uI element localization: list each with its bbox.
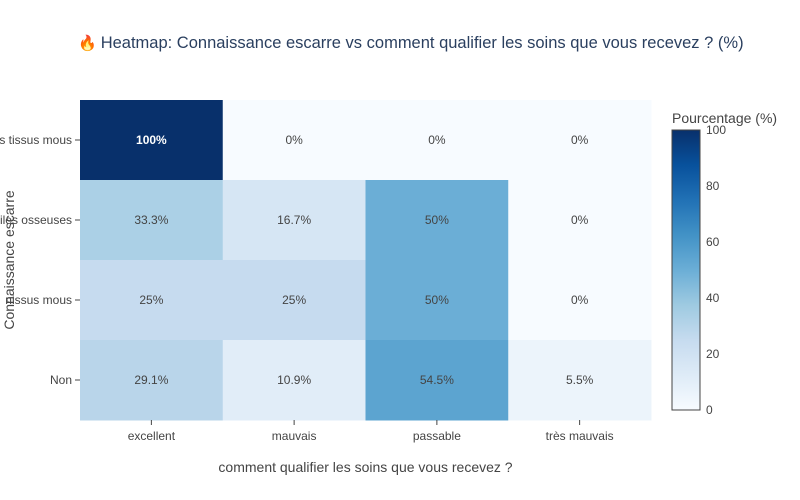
heatmap-cell — [365, 260, 509, 341]
cell-value-label: 0% — [428, 133, 446, 147]
cell-value-label: 50% — [425, 293, 449, 307]
colorbar-title: Pourcentage (%) — [672, 110, 777, 126]
cell-value-label: 16.7% — [277, 213, 311, 227]
chart-title-text: Heatmap: Connaissance escarre vs comment… — [100, 34, 744, 52]
colorbar — [671, 129, 701, 411]
heatmap-cell — [222, 260, 366, 341]
colorbar-tick-label: 40 — [706, 291, 720, 305]
colorbar-tick-label: 80 — [706, 179, 720, 193]
heatmap-cell — [80, 180, 224, 261]
y-axis-title: Connaissance escarre — [1, 190, 17, 330]
y-tick-label: s tissus mous — [0, 133, 72, 147]
cell-value-label: 0% — [571, 213, 589, 227]
x-tick-label: mauvais — [272, 429, 317, 443]
heatmap-cell — [80, 260, 224, 341]
colorbar-tick-label: 20 — [706, 347, 720, 361]
chart-title: 🔥 Heatmap: Connaissance escarre vs commen… — [78, 34, 744, 53]
cell-value-label: 10.9% — [277, 373, 311, 387]
x-tick-label: passable — [413, 429, 461, 443]
heatmap-cell — [508, 180, 652, 261]
cell-value-label: 25% — [139, 293, 163, 307]
x-tick-label: très mauvais — [546, 429, 614, 443]
y-tick-label: nissus mous — [5, 293, 72, 307]
y-tick-label: iles osseuses — [0, 213, 72, 227]
colorbar-tick-label: 100 — [706, 123, 726, 137]
heatmap-cell — [365, 100, 509, 181]
cell-value-label: 0% — [571, 133, 589, 147]
heatmap-cell — [508, 100, 652, 181]
cell-value-label: 50% — [425, 213, 449, 227]
heatmap-cell — [80, 100, 224, 181]
heatmap-cell — [508, 260, 652, 341]
cell-value-label: 100% — [136, 133, 167, 147]
colorbar-tick-label: 60 — [706, 235, 720, 249]
cell-value-label: 5.5% — [566, 373, 594, 387]
heatmap-cell — [80, 340, 224, 421]
cell-value-label: 25% — [282, 293, 306, 307]
heatmap-cell — [508, 340, 652, 421]
cell-value-label: 54.5% — [420, 373, 454, 387]
x-tick-label: excellent — [128, 429, 176, 443]
cell-value-label: 0% — [571, 293, 589, 307]
heatmap-cell — [365, 340, 509, 421]
fire-icon: 🔥 — [78, 35, 97, 52]
heatmap-cell — [365, 180, 509, 261]
colorbar-tick-label: 0 — [706, 403, 713, 417]
cell-value-label: 29.1% — [134, 373, 168, 387]
heatmap-cell — [222, 180, 366, 261]
heatmap-cell — [222, 340, 366, 421]
cell-value-label: 33.3% — [134, 213, 168, 227]
cell-value-label: 0% — [285, 133, 303, 147]
y-tick-label: Non — [50, 373, 72, 387]
heatmap-cell — [222, 100, 366, 181]
x-axis-title: comment qualifier les soins que vous rec… — [218, 459, 512, 475]
